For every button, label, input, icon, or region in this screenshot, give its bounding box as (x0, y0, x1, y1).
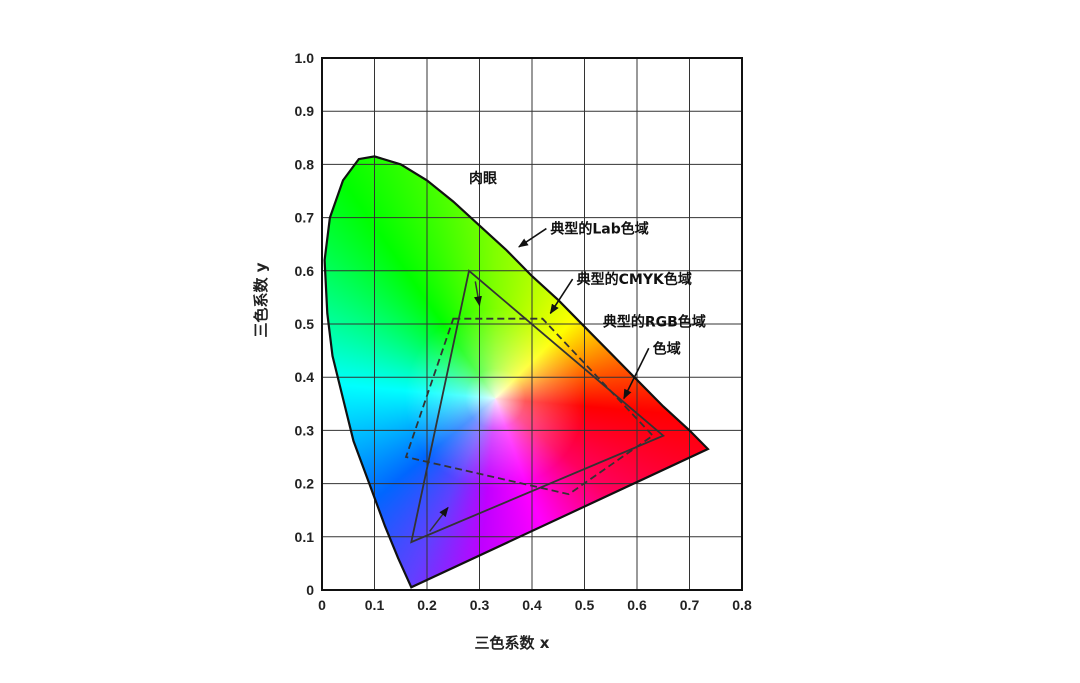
plot-frame (321, 57, 743, 591)
annotation-label: 典型的CMYK色域 (577, 271, 692, 288)
x-tick-label: 0.4 (522, 597, 542, 613)
annotation-label: 典型的RGB色域 (603, 314, 706, 331)
spectral-locus-outline (323, 155, 710, 589)
rgb-gamut-polygon (410, 269, 665, 544)
x-tick-label: 0.8 (732, 597, 752, 613)
x-tick-label: 0.2 (417, 597, 437, 613)
gridlines (322, 58, 742, 590)
annotation-label: 典型的Lab色域 (550, 221, 648, 238)
y-tick-label: 0.8 (295, 156, 315, 172)
y-tick-label: 0.5 (295, 316, 315, 332)
y-tick-label: 0.2 (295, 476, 315, 492)
y-tick-label: 1.0 (295, 50, 315, 66)
x-tick-label: 0.5 (575, 597, 595, 613)
y-tick-label: 0.1 (295, 529, 315, 545)
gamut-polygons (404, 269, 665, 544)
rgb-direction-arrow (429, 506, 449, 532)
x-axis-label: 三色系数 x (475, 634, 550, 652)
annotation-label: 色域 (653, 340, 681, 357)
annotation-arrow (549, 278, 574, 315)
y-tick-label: 0.7 (295, 210, 315, 226)
annotation-arrow (518, 227, 547, 248)
annotation-arrow (623, 347, 650, 400)
y-ticks: 0 0.1 0.2 0.3 0.4 0.5 0.6 0.7 0.8 0.9 1.0 (295, 50, 315, 598)
x-ticks: 0 0.1 0.2 0.3 0.4 0.5 0.6 0.7 0.8 (318, 597, 752, 613)
annotation-label: 肉眼 (469, 170, 497, 187)
y-tick-label: 0.6 (295, 263, 315, 279)
y-tick-label: 0.3 (295, 422, 315, 438)
y-tick-label: 0.4 (295, 369, 315, 385)
x-tick-label: 0.7 (680, 597, 700, 613)
x-tick-label: 0.6 (627, 597, 647, 613)
rgb-direction-arrow (474, 281, 482, 307)
x-tick-label: 0 (318, 597, 326, 613)
cmyk-gamut-polygon (404, 317, 655, 496)
y-tick-label: 0.9 (295, 103, 315, 119)
y-tick-label: 0 (306, 582, 314, 598)
x-tick-label: 0.3 (470, 597, 490, 613)
y-axis-label: 三色系数 y (252, 262, 270, 337)
x-tick-label: 0.1 (365, 597, 385, 613)
